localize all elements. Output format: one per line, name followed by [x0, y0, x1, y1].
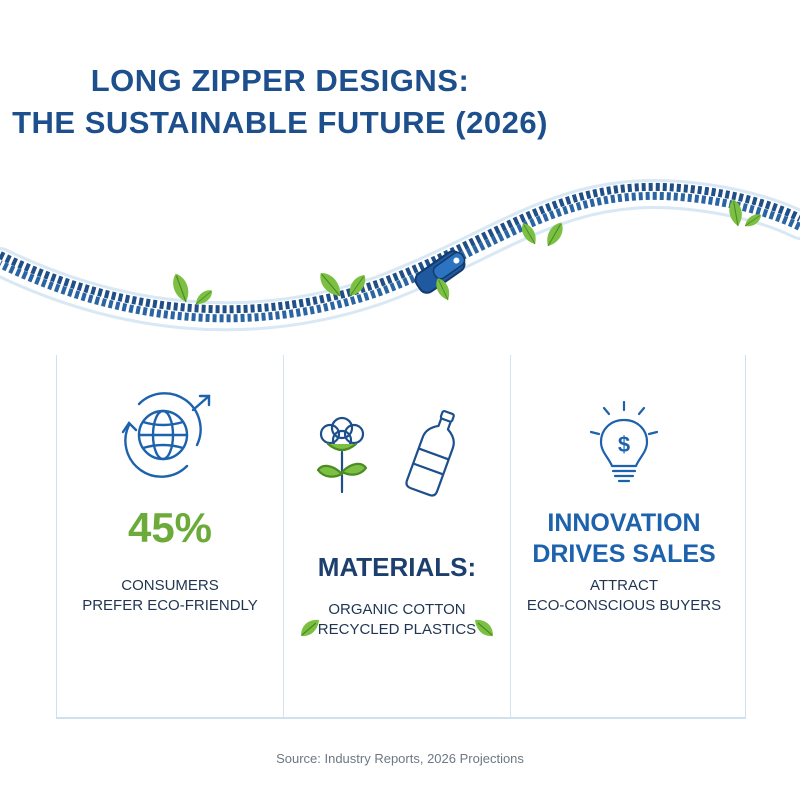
page-title: LONG ZIPPER DESIGNS: THE SUSTAINABLE FUT… [0, 60, 560, 144]
heading-line-1: INNOVATION [547, 509, 701, 537]
subtext-line-2: ECO-CONSCIOUS BUYERS [526, 597, 722, 614]
subtext-line-1: ATTRACT [589, 577, 659, 594]
subtext-line-2: RECYCLED PLASTICS [317, 621, 477, 638]
svg-text:$: $ [618, 432, 630, 457]
panel-divider [510, 355, 511, 717]
panel-heading: MATERIALS: [317, 552, 477, 582]
title-line-1: LONG ZIPPER DESIGNS: [90, 63, 470, 98]
leaf-icon [475, 619, 493, 637]
zipper-illustration [0, 178, 800, 332]
panel-heading: INNOVATION DRIVES SALES [511, 508, 737, 570]
zipper-slider-icon [414, 250, 466, 294]
panel-subtext: ATTRACT ECO-CONSCIOUS BUYERS [511, 576, 737, 616]
subtext-line-1: ORGANIC COTTON [328, 601, 466, 618]
source-note: Source: Industry Reports, 2026 Projectio… [276, 751, 524, 766]
panel-subtext: CONSUMERS PREFER ECO-FRIENDLY [57, 576, 283, 616]
stat-value: 45% [127, 504, 213, 551]
materials-icons [284, 408, 510, 503]
panel-materials: MATERIALS: ORGANIC COTTON RECYCLED PLAST… [284, 380, 510, 700]
panels-frame [56, 355, 746, 719]
plastic-bottle-icon [405, 410, 455, 497]
cotton-plant-icon [316, 416, 368, 494]
subtext-line-2: PREFER ECO-FRIENDLY [82, 597, 258, 614]
panel-subtext: ORGANIC COTTON RECYCLED PLASTICS [284, 600, 510, 640]
globe-recycle-icon [57, 390, 283, 485]
panel-consumers: 45% CONSUMERS PREFER ECO-FRIENDLY [57, 380, 283, 700]
leaf-icon [301, 619, 319, 637]
title-line-2: THE SUSTAINABLE FUTURE (2026) [12, 105, 548, 140]
panel-innovation: $ INNOVATION DRIVES SALES ATTRACT ECO-CO… [511, 380, 737, 700]
subtext-line-1: CONSUMERS [121, 577, 219, 594]
panel-divider [283, 355, 284, 717]
heading-line-2: DRIVES SALES [532, 540, 716, 568]
lightbulb-dollar-icon: $ [511, 396, 737, 491]
